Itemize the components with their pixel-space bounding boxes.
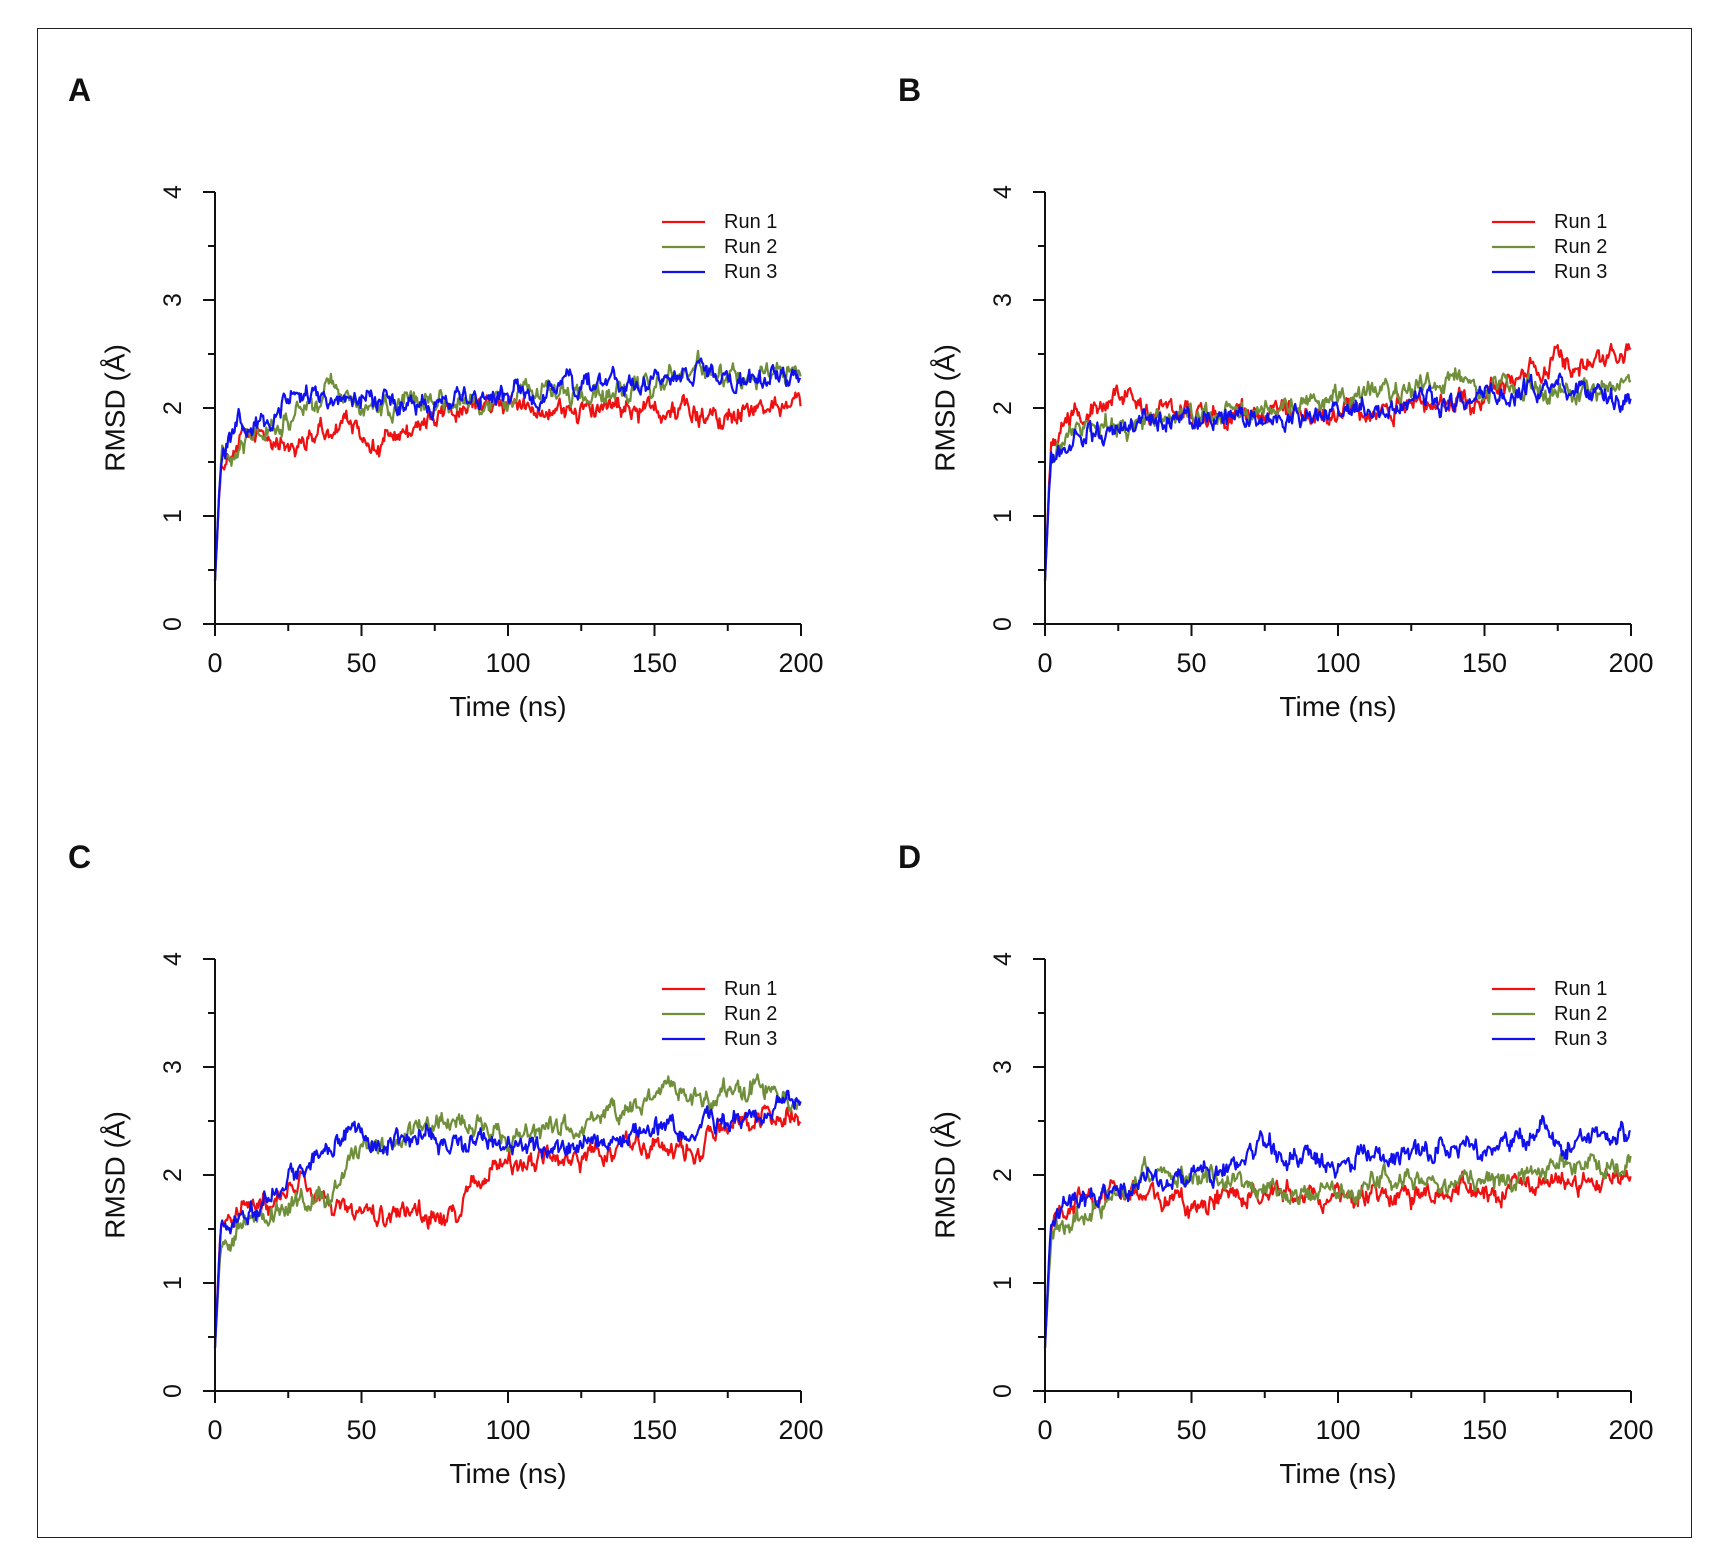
x-tick-label: 100 — [485, 648, 530, 678]
series-line-1 — [1043, 342, 1632, 581]
y-tick-label: 0 — [989, 617, 1017, 631]
y-tick-label: 1 — [989, 509, 1017, 523]
y-tick-label: 0 — [989, 1384, 1017, 1398]
legend: Run 1 Run 2 Run 3 — [662, 978, 777, 1050]
axes — [1033, 958, 1632, 1403]
x-tick-label: 100 — [1315, 648, 1360, 678]
series-line-2 — [1043, 1153, 1632, 1348]
legend-label: Run 2 — [1554, 1003, 1607, 1025]
y-tick-label: 2 — [989, 1168, 1017, 1182]
legend-label: Run 1 — [724, 978, 777, 1000]
x-tick-label: 200 — [778, 1415, 823, 1445]
legend-label: Run 2 — [724, 1003, 777, 1025]
figure-frame — [37, 28, 1692, 1538]
x-tick-label: 200 — [1608, 648, 1653, 678]
y-tick-label: 0 — [159, 617, 187, 631]
y-tick-label: 4 — [989, 185, 1017, 199]
x-tick-label: 0 — [207, 648, 222, 678]
legend-label: Run 3 — [724, 261, 777, 283]
x-tick-label: 200 — [778, 648, 823, 678]
panel-label: A — [68, 72, 92, 108]
series-line-3 — [1043, 1114, 1632, 1348]
series-line-3 — [213, 357, 802, 581]
x-tick-label: 100 — [1315, 1415, 1360, 1445]
x-tick-label: 50 — [1176, 648, 1206, 678]
legend-label: Run 2 — [724, 236, 777, 258]
axes — [203, 191, 802, 636]
y-tick-label: 2 — [159, 401, 187, 415]
legend-label: Run 1 — [724, 211, 777, 233]
y-tick-label: 1 — [989, 1276, 1017, 1290]
y-tick-label: 4 — [159, 185, 187, 199]
series-group — [1043, 1114, 1632, 1348]
panel-label: B — [898, 72, 922, 108]
y-tick-label: 1 — [159, 1276, 187, 1290]
x-tick-label: 50 — [346, 1415, 376, 1445]
legend-label: Run 3 — [1554, 1028, 1607, 1050]
x-tick-label: 150 — [632, 1415, 677, 1445]
series-group — [1043, 342, 1632, 581]
panel-label: C — [68, 839, 92, 875]
y-tick-label: 3 — [989, 1060, 1017, 1074]
legend-label: Run 1 — [1554, 978, 1607, 1000]
x-tick-label: 0 — [207, 1415, 222, 1445]
panel-label: D — [898, 839, 922, 875]
x-tick-label: 0 — [1037, 648, 1052, 678]
series-line-3 — [213, 1089, 802, 1348]
x-axis-title: Time (ns) — [1279, 691, 1396, 722]
x-axis-title: Time (ns) — [1279, 1458, 1396, 1489]
series-group — [213, 1073, 802, 1348]
y-tick-label: 4 — [989, 952, 1017, 966]
x-tick-label: 100 — [485, 1415, 530, 1445]
legend: Run 1 Run 2 Run 3 — [1492, 978, 1607, 1050]
y-axis-title: RMSD (Å) — [100, 1111, 131, 1239]
panel-b: B 0 50 100 150 200 0 1 2 3 4 Time (ns) RMSD (Å) Run … — [870, 40, 1670, 722]
series-line-1 — [213, 391, 802, 581]
y-tick-label: 2 — [989, 401, 1017, 415]
series-line-2 — [213, 349, 802, 581]
panel-a: A 0 50 100 150 200 0 1 2 3 4 Time (ns) RMSD (Å) Run … — [40, 40, 840, 722]
y-axis-title: RMSD (Å) — [100, 344, 131, 472]
series-line-2 — [213, 1073, 801, 1348]
y-tick-label: 3 — [989, 293, 1017, 307]
y-axis-title: RMSD (Å) — [930, 1111, 961, 1239]
x-tick-label: 200 — [1608, 1415, 1653, 1445]
y-tick-label: 4 — [159, 952, 187, 966]
axes — [203, 958, 802, 1403]
legend-label: Run 3 — [724, 1028, 777, 1050]
y-tick-label: 3 — [159, 1060, 187, 1074]
series-line-3 — [1043, 372, 1632, 581]
x-tick-label: 150 — [1462, 1415, 1507, 1445]
series-group — [213, 349, 802, 581]
legend: Run 1 Run 2 Run 3 — [1492, 211, 1607, 283]
x-tick-label: 150 — [1462, 648, 1507, 678]
series-line-1 — [1043, 1167, 1632, 1348]
x-axis-title: Time (ns) — [449, 1458, 566, 1489]
legend: Run 1 Run 2 Run 3 — [662, 211, 777, 283]
y-tick-label: 0 — [159, 1384, 187, 1398]
x-tick-label: 50 — [346, 648, 376, 678]
axes — [1033, 191, 1632, 636]
y-axis-title: RMSD (Å) — [930, 344, 961, 472]
x-tick-label: 0 — [1037, 1415, 1052, 1445]
x-tick-label: 150 — [632, 648, 677, 678]
panel-d: D 0 50 100 150 200 0 1 2 3 4 Time (ns) RMSD (Å) Run … — [870, 807, 1670, 1489]
y-tick-label: 3 — [159, 293, 187, 307]
legend-label: Run 2 — [1554, 236, 1607, 258]
legend-label: Run 3 — [1554, 261, 1607, 283]
legend-label: Run 1 — [1554, 211, 1607, 233]
panel-c: C 0 50 100 150 200 0 1 2 3 4 Time (ns) RMSD (Å) Run … — [40, 807, 840, 1489]
x-tick-label: 50 — [1176, 1415, 1206, 1445]
y-tick-label: 1 — [159, 509, 187, 523]
y-tick-label: 2 — [159, 1168, 187, 1182]
x-axis-title: Time (ns) — [449, 691, 566, 722]
